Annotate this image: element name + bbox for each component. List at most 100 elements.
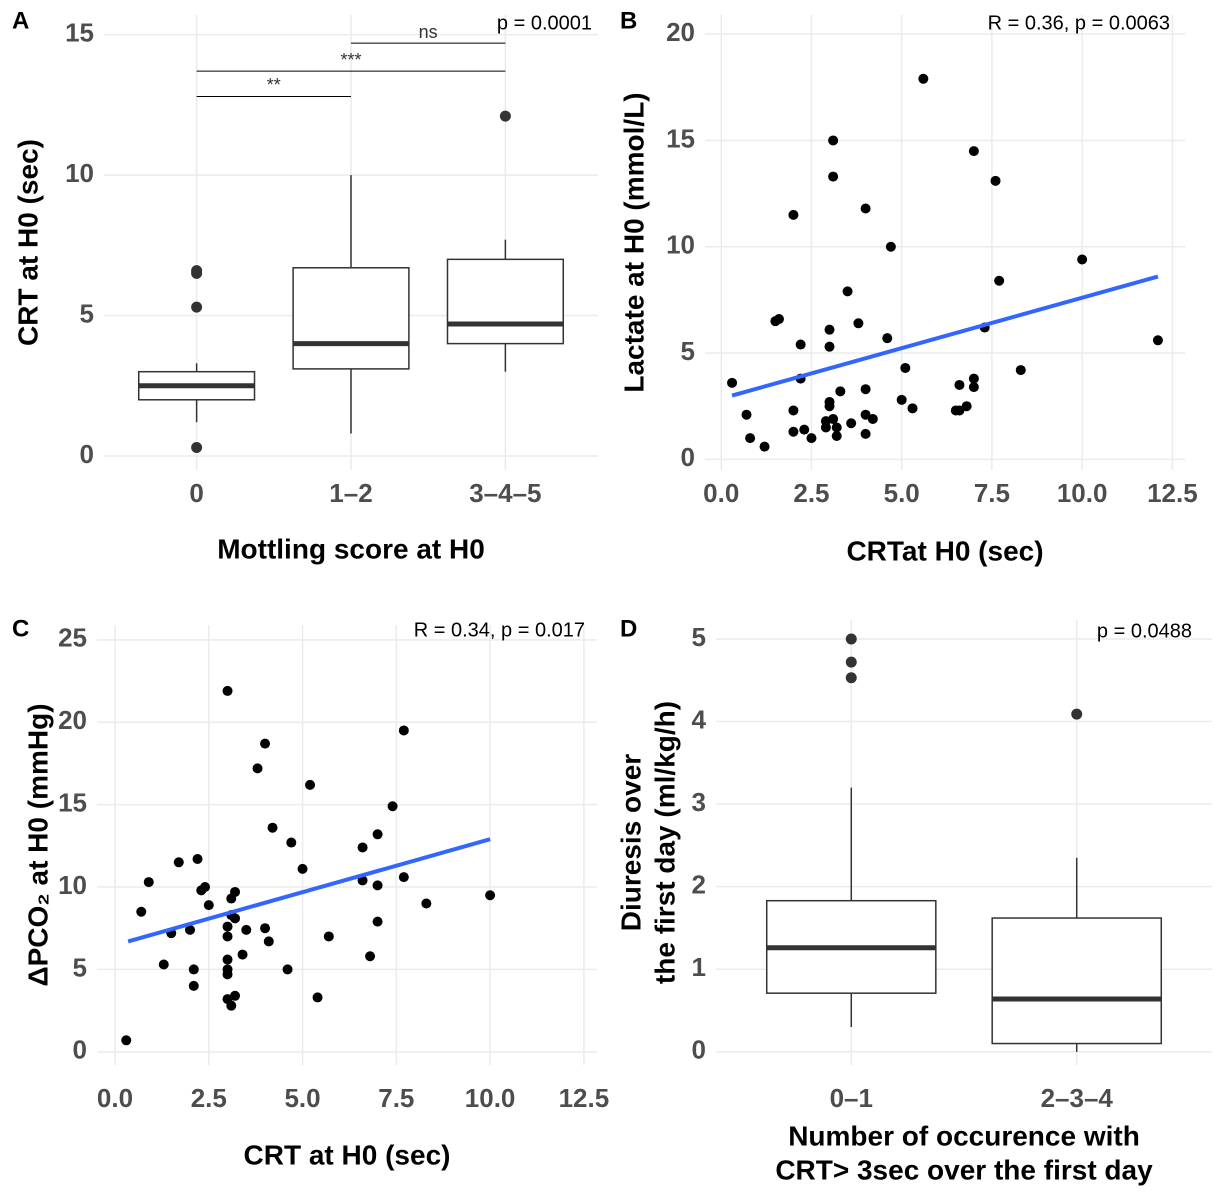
- panel-tag: D: [620, 615, 637, 642]
- x-tick-label: 2.5: [793, 478, 829, 508]
- comparison-label: ns: [419, 22, 438, 42]
- point: [788, 405, 799, 416]
- y-tick-label: 25: [58, 623, 87, 653]
- y-tick-label: 20: [58, 705, 87, 735]
- point: [820, 422, 831, 433]
- box: [292, 267, 410, 370]
- x-tick-label: 5.0: [284, 1083, 320, 1113]
- point: [398, 872, 409, 883]
- point: [1015, 365, 1026, 376]
- x-axis-title: CRT> 3sec over the first day: [775, 1154, 1153, 1185]
- point: [237, 949, 248, 960]
- outlier: [1071, 708, 1083, 720]
- point: [121, 1035, 132, 1046]
- point: [252, 763, 263, 774]
- x-tick-label: 0–1: [830, 1083, 873, 1113]
- y-axis-title: Lactate at H0 (mmol/L): [618, 92, 649, 392]
- panel-tag: A: [12, 7, 29, 34]
- point: [824, 401, 835, 412]
- y-tick-label: 20: [666, 17, 695, 47]
- point: [143, 877, 154, 888]
- panel: 0 5 10 15 20 0.0 2.5 5.0 7.5 10.0 12.5 CRTat H0 (se…: [618, 7, 1197, 566]
- x-tick-label: 10.0: [1057, 478, 1108, 508]
- outlier: [845, 656, 857, 668]
- outlier: [191, 301, 203, 313]
- y-tick-label: 0: [692, 1035, 706, 1065]
- point: [788, 209, 799, 220]
- point: [230, 990, 241, 1001]
- point: [297, 863, 308, 874]
- point: [200, 882, 211, 893]
- annotation: R = 0.36, p = 0.0063: [988, 12, 1170, 34]
- point: [759, 441, 770, 452]
- point: [824, 324, 835, 335]
- y-tick-label: 10: [58, 870, 87, 900]
- point: [260, 923, 271, 934]
- y-axis-title: Diuresis over: [615, 754, 646, 932]
- y-tick-label: 0: [73, 1035, 87, 1065]
- point: [222, 685, 233, 696]
- point: [806, 433, 817, 444]
- point: [188, 964, 199, 975]
- point: [788, 426, 799, 437]
- point: [372, 880, 383, 891]
- point: [222, 921, 233, 932]
- x-tick-label: 2.5: [191, 1083, 227, 1113]
- point: [188, 980, 199, 991]
- point: [994, 275, 1005, 286]
- y-tick-label: 0: [80, 439, 94, 469]
- point: [222, 954, 233, 965]
- point: [485, 890, 496, 901]
- comparison-label: **: [267, 75, 281, 95]
- point: [230, 886, 241, 897]
- outlier: [499, 110, 511, 122]
- point: [727, 377, 738, 388]
- annotation: p = 0.0001: [497, 12, 592, 34]
- x-axis-title: Number of occurence with: [788, 1120, 1140, 1151]
- point: [990, 175, 1001, 186]
- point: [241, 924, 252, 935]
- point: [828, 171, 839, 182]
- annotation: p = 0.0488: [1097, 620, 1192, 642]
- point: [372, 916, 383, 927]
- outlier: [845, 672, 857, 684]
- trend-line: [127, 837, 491, 944]
- box: [991, 917, 1163, 1045]
- point: [372, 829, 383, 840]
- point: [282, 964, 293, 975]
- x-tick-label: 10.0: [465, 1083, 516, 1113]
- point: [173, 857, 184, 868]
- point: [795, 339, 806, 350]
- panel-tag: B: [620, 7, 637, 34]
- y-tick-label: 5: [681, 336, 695, 366]
- point: [846, 418, 857, 429]
- point: [323, 931, 334, 942]
- y-tick-label: 5: [692, 622, 706, 652]
- box: [446, 258, 565, 345]
- point: [831, 430, 842, 441]
- point: [286, 837, 297, 848]
- point: [226, 1000, 237, 1011]
- point: [831, 422, 842, 433]
- point: [968, 382, 979, 393]
- comparison-label: ***: [340, 50, 361, 70]
- annotation: R = 0.34, p = 0.017: [414, 619, 585, 641]
- point: [267, 822, 278, 833]
- point: [828, 413, 839, 424]
- point: [882, 333, 893, 344]
- point: [387, 801, 398, 812]
- y-tick-label: 5: [73, 952, 87, 982]
- point: [398, 725, 409, 736]
- y-tick-label: 5: [80, 298, 94, 328]
- x-tick-label: 1–2: [329, 478, 372, 508]
- point: [260, 738, 271, 749]
- point: [900, 362, 911, 373]
- point: [828, 135, 839, 146]
- point: [421, 898, 432, 909]
- y-tick-label: 10: [65, 158, 94, 188]
- y-tick-label: 15: [58, 788, 87, 818]
- point: [773, 314, 784, 325]
- point: [853, 318, 864, 329]
- point: [312, 992, 323, 1003]
